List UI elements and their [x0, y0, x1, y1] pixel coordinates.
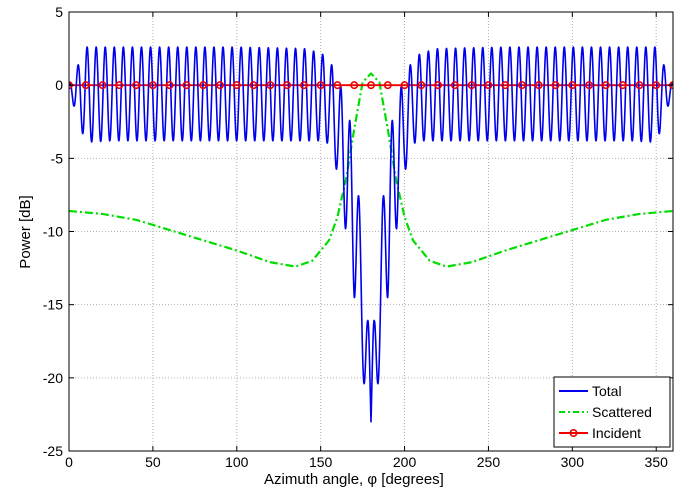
incident-marker: [434, 81, 443, 90]
legend-marker: [569, 428, 578, 437]
incident-marker: [148, 81, 157, 90]
incident-marker: [501, 81, 510, 90]
incident-marker: [216, 81, 225, 90]
incident-marker: [299, 81, 308, 90]
incident-marker: [534, 81, 543, 90]
incident-marker: [517, 81, 526, 90]
incident-marker: [283, 81, 292, 90]
legend-label: Incident: [592, 425, 641, 441]
x-tick-label: 200: [393, 454, 417, 470]
grid: [69, 12, 673, 451]
incident-marker: [316, 81, 325, 90]
incident-marker: [450, 81, 459, 90]
incident-marker: [266, 81, 275, 90]
x-axis-label: Azimuth angle, φ [degrees]: [264, 471, 444, 488]
incident-marker: [366, 81, 375, 90]
y-tick-label: -5: [51, 150, 64, 166]
x-tick-label: 100: [225, 454, 249, 470]
x-tick-label: 350: [645, 454, 669, 470]
incident-marker: [199, 81, 208, 90]
incident-marker: [132, 81, 141, 90]
incident-marker: [350, 81, 359, 90]
y-tick-label: -10: [43, 224, 63, 240]
y-axis-label: Power [dB]: [17, 195, 34, 268]
incident-marker: [400, 81, 409, 90]
incident-marker: [601, 81, 610, 90]
tick-labels: 0 50 100 150 200 250 300 350 -25 -20 -15 -10 -5 0 5: [43, 4, 668, 470]
incident-marker: [232, 81, 241, 90]
y-tick-label: -25: [43, 443, 63, 459]
incident-marker: [618, 81, 627, 90]
incident-marker: [165, 81, 174, 90]
ticks: [68, 11, 673, 452]
x-tick-label: 50: [145, 454, 161, 470]
series-scattered-line: [69, 72, 673, 268]
x-tick-label: 0: [65, 454, 73, 470]
y-tick-label: -20: [43, 370, 63, 386]
x-tick-label: 250: [477, 454, 501, 470]
legend: Total Scattered Incident: [553, 376, 671, 448]
y-tick-label: 5: [55, 4, 63, 20]
incident-marker: [333, 81, 342, 90]
legend-label: Total: [592, 383, 622, 399]
incident-marker: [484, 81, 493, 90]
incident-marker: [81, 81, 90, 90]
incident-marker: [467, 81, 476, 90]
incident-marker: [635, 81, 644, 90]
incident-marker: [568, 81, 577, 90]
incident-marker: [585, 81, 594, 90]
x-tick-label: 300: [561, 454, 585, 470]
incident-marker: [417, 81, 426, 90]
incident-marker: [551, 81, 560, 90]
series-layer: [69, 46, 673, 423]
x-tick-label: 150: [309, 454, 333, 470]
incident-marker: [383, 81, 392, 90]
y-tick-label: -15: [43, 297, 63, 313]
legend-label: Scattered: [592, 404, 652, 420]
incident-marker: [652, 81, 661, 90]
incident-marker: [115, 81, 124, 90]
incident-marker: [98, 81, 107, 90]
y-tick-label: 0: [55, 77, 63, 93]
incident-marker: [182, 81, 191, 90]
series-total-line: [69, 46, 673, 423]
plot-area: [69, 46, 673, 423]
incident-marker: [249, 81, 258, 90]
